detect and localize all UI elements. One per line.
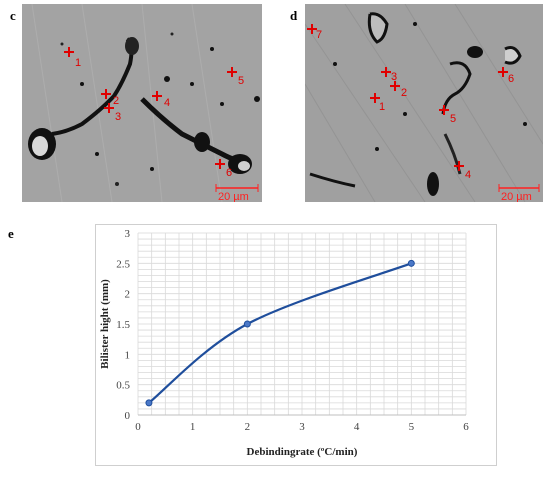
y-tick-label: 1	[125, 349, 131, 361]
marker-c-4: 4	[164, 97, 170, 109]
y-tick-label: 0.5	[116, 380, 130, 392]
chart-frame: 0 0.5 1 1.5 2 2.5 3 0 1 2 3 4 5 6 Bilister hight (mm…	[95, 224, 497, 466]
marker-d-2: 2	[401, 87, 407, 99]
data-point	[145, 399, 153, 407]
y-tick-label: 2.5	[116, 258, 130, 270]
y-tick-label: 2	[125, 289, 131, 301]
marker-c-2: 2	[113, 95, 119, 107]
panel-c-letter: c	[10, 8, 16, 23]
sem-texture-d: 7 3 2 1 5 4 6 20 µm	[305, 4, 543, 202]
marker-c-5: 5	[238, 75, 244, 87]
x-axis-label: Debindingrate (ºC/min)	[247, 446, 358, 458]
y-axis-label: Bilister hight (mm)	[99, 279, 111, 369]
marker-c-1: 1	[75, 57, 81, 69]
scale-label-d: 20 µm	[501, 191, 532, 202]
data-point	[243, 320, 251, 328]
marker-d-7: 7	[316, 29, 322, 41]
marker-d-6: 6	[508, 73, 514, 85]
marker-d-4: 4	[465, 169, 471, 181]
x-tick-label: 0	[135, 421, 141, 433]
marker-d-3: 3	[391, 71, 397, 83]
x-tick-label: 4	[354, 421, 360, 433]
x-tick-label: 5	[409, 421, 415, 433]
x-tick-label: 6	[463, 421, 469, 433]
marker-d-1: 1	[379, 101, 385, 113]
line-chart: 0 0.5 1 1.5 2 2.5 3 0 1 2 3 4 5 6 Bilister hight (mm…	[99, 228, 469, 458]
sem-image-d: 7 3 2 1 5 4 6 20 µm	[305, 4, 543, 202]
y-tick-label: 0	[125, 410, 131, 422]
x-tick-label: 1	[190, 421, 196, 433]
x-tick-label: 3	[299, 421, 305, 433]
x-tick-label: 2	[245, 421, 251, 433]
y-axis-ticks: 0 0.5 1 1.5 2 2.5 3	[116, 228, 130, 422]
y-tick-label: 3	[125, 228, 131, 240]
x-axis-ticks: 0 1 2 3 4 5 6	[135, 421, 469, 433]
chart-grid	[137, 232, 467, 416]
marker-d-5: 5	[450, 113, 456, 125]
panel-d-letter: d	[290, 8, 298, 23]
marker-c-3: 3	[115, 111, 121, 123]
marker-c-6: 6	[226, 167, 232, 179]
scale-label-c: 20 µm	[218, 191, 249, 202]
series-line	[148, 262, 412, 404]
y-tick-label: 1.5	[116, 319, 130, 331]
panel-e-letter: e	[8, 226, 14, 241]
data-point	[407, 259, 415, 267]
series-points	[145, 259, 415, 407]
sem-texture-c: 1 2 3 4 5 6 20 µm	[22, 4, 262, 202]
sem-image-c: 1 2 3 4 5 6 20 µm	[22, 4, 262, 202]
